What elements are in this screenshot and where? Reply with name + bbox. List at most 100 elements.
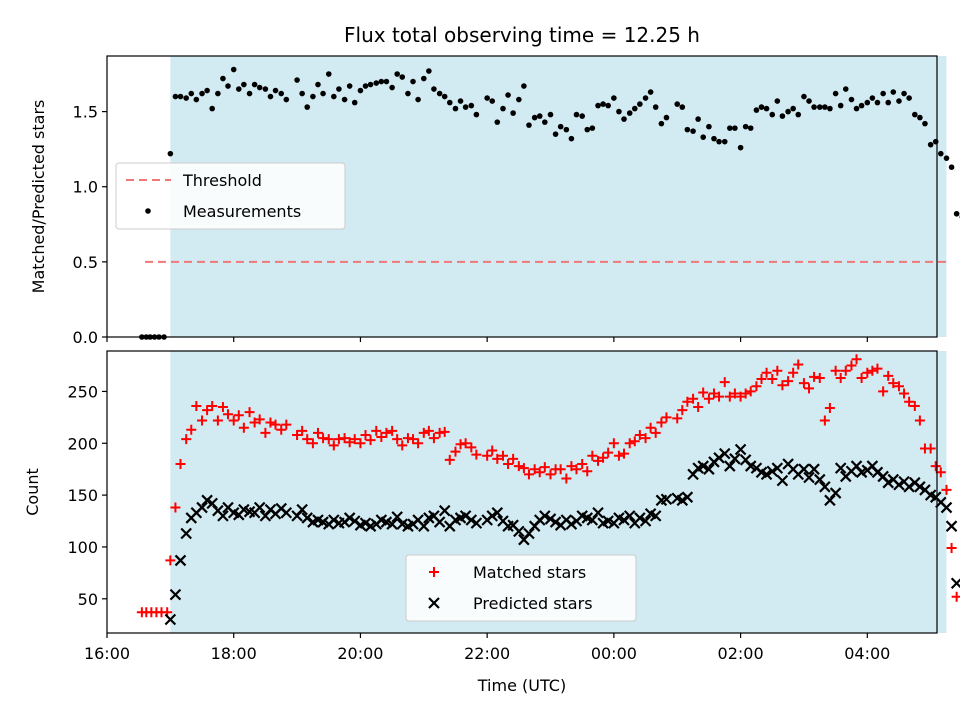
data-point — [457, 98, 464, 104]
data-point — [320, 90, 326, 97]
data-point — [806, 98, 812, 104]
data-point — [571, 464, 582, 475]
data-point — [349, 434, 360, 445]
data-point — [230, 66, 237, 73]
data-point — [827, 105, 833, 112]
data-point — [925, 443, 936, 454]
data-point — [233, 410, 244, 421]
data-point — [446, 99, 453, 106]
y-tick-label: 100 — [67, 538, 98, 557]
data-point — [893, 381, 904, 392]
data-point — [188, 90, 195, 97]
data-point — [679, 104, 686, 110]
y-tick-label: 150 — [67, 486, 98, 505]
data-point — [328, 440, 339, 451]
data-point — [772, 365, 783, 376]
data-point — [505, 92, 511, 98]
data-point — [280, 506, 293, 519]
data-point — [513, 525, 525, 538]
data-point — [814, 372, 825, 383]
data-point — [724, 460, 736, 472]
data-point — [672, 413, 683, 424]
data-point — [883, 370, 894, 381]
data-point — [611, 95, 617, 101]
x-tick-label: 04:00 — [844, 644, 890, 663]
data-point — [283, 96, 290, 103]
legend-matched-swatch — [429, 567, 439, 577]
data-point — [788, 367, 799, 378]
data-point — [756, 373, 767, 384]
legend: Threshold Measurements — [115, 162, 346, 230]
data-point — [656, 417, 667, 428]
data-point — [674, 101, 681, 107]
data-point — [804, 383, 815, 394]
data-point — [922, 120, 928, 127]
data-point — [864, 99, 871, 106]
data-point — [260, 427, 271, 438]
data-point — [462, 104, 469, 110]
data-point — [460, 438, 471, 449]
data-point — [228, 415, 239, 426]
data-point — [822, 104, 828, 110]
data-point — [774, 98, 781, 104]
data-point — [613, 450, 624, 461]
data-point — [333, 434, 344, 445]
data-point — [418, 427, 429, 438]
data-point — [331, 93, 337, 100]
data-point — [740, 388, 751, 399]
data-point — [639, 515, 652, 527]
data-point — [197, 415, 208, 426]
data-point — [874, 99, 881, 106]
data-point — [392, 434, 403, 445]
data-point — [365, 435, 376, 446]
y-tick-label: 200 — [67, 434, 98, 453]
data-point — [484, 95, 490, 101]
data-point — [842, 86, 849, 92]
count-panel: 50 100 150 200 250 16:00 18:00 20:00 22:00 00:00 0… — [23, 350, 960, 663]
data-point — [890, 89, 897, 95]
data-point — [418, 520, 430, 532]
data-point — [688, 393, 699, 404]
data-point — [837, 102, 844, 109]
data-point — [217, 510, 229, 522]
data-point — [438, 504, 451, 517]
data-point — [542, 119, 548, 125]
data-point — [793, 359, 804, 370]
data-point — [948, 164, 955, 170]
y-axis-label: Matched/Predicted stars — [29, 100, 48, 294]
data-point — [700, 134, 707, 140]
data-point — [491, 506, 504, 519]
data-point — [452, 105, 459, 112]
data-point — [719, 377, 730, 388]
data-point — [729, 453, 741, 465]
data-point — [196, 501, 208, 514]
legend-label: Threshold — [182, 171, 262, 190]
data-point — [318, 433, 329, 444]
data-point — [649, 510, 662, 522]
data-point — [616, 108, 622, 115]
legend-measurements-swatch — [145, 208, 151, 214]
data-point — [930, 461, 941, 472]
y-tick-label: 0.5 — [73, 253, 98, 272]
data-point — [652, 104, 659, 110]
data-point — [339, 433, 350, 444]
data-point — [661, 412, 672, 423]
data-point — [378, 78, 385, 85]
data-point — [433, 516, 446, 528]
axes-frame — [106, 55, 938, 338]
data-point — [684, 126, 691, 133]
data-point — [420, 75, 427, 82]
data-point — [901, 90, 907, 97]
data-point — [367, 81, 374, 88]
legend-box — [405, 554, 637, 622]
data-point — [302, 434, 313, 445]
data-point — [721, 138, 728, 145]
data-point — [663, 114, 670, 121]
data-point — [945, 520, 958, 532]
data-point — [220, 75, 226, 82]
data-point — [193, 96, 200, 103]
data-point — [682, 396, 693, 407]
data-point — [167, 150, 174, 157]
data-point — [434, 427, 445, 438]
data-point — [724, 391, 735, 402]
